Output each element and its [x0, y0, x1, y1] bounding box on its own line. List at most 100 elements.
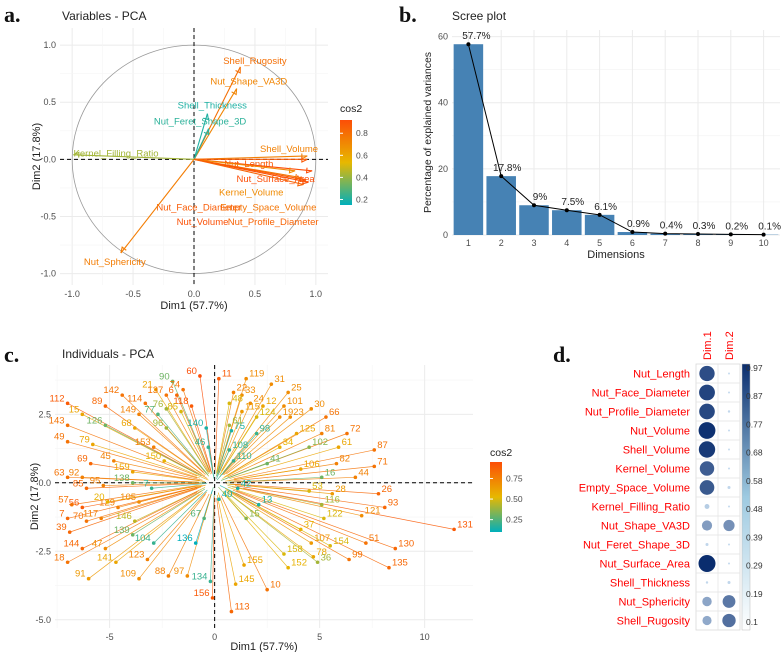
- individual-leader-line: [172, 381, 210, 471]
- corrplot-cell-circle: [701, 520, 713, 531]
- individual-point: [193, 541, 198, 545]
- scree-ytick-label: 60: [438, 32, 448, 42]
- individual-label: 137: [147, 385, 163, 396]
- individual-label: 102: [312, 437, 328, 448]
- individual-label: 96: [153, 418, 164, 429]
- individuals-ylabel: Dim2 (17.8%): [29, 463, 41, 530]
- individuals-xlabel: Dim1 (57.7%): [230, 641, 297, 652]
- individual-point: [91, 442, 95, 447]
- corrplot-cell-circle: [728, 391, 730, 394]
- individual-label: 30: [314, 399, 325, 410]
- corrplot-cell-circle: [728, 562, 730, 565]
- corrplot-cell-circle: [728, 505, 730, 508]
- variable-arrow: [193, 158, 304, 186]
- scree-xtick-label: 10: [759, 238, 769, 248]
- individual-leader-line: [230, 491, 350, 560]
- individual-leader-line: [105, 405, 202, 474]
- individual-leader-line: [229, 446, 339, 479]
- individual-point: [229, 428, 234, 433]
- corrplot-cell-circle: [699, 403, 715, 420]
- individual-point: [282, 404, 286, 408]
- individual-label: 46: [195, 437, 206, 448]
- individual-label: 106: [304, 459, 320, 470]
- individual-label: 136: [177, 533, 193, 544]
- corrplot-cell-circle: [699, 461, 715, 476]
- scree-value-label: 17.8%: [493, 163, 521, 174]
- scree-value-label: 9%: [533, 192, 548, 203]
- individual-leader-line: [216, 460, 234, 481]
- individual-point: [116, 505, 120, 510]
- corrplot-cell-circle: [722, 595, 736, 608]
- individual-point: [130, 481, 135, 485]
- individual-point: [80, 505, 85, 510]
- individual-label: 124: [260, 407, 276, 418]
- individual-point: [254, 431, 259, 436]
- individual-point: [204, 426, 209, 430]
- individual-point: [103, 404, 108, 408]
- corrplot-row-label: Nut_Length: [633, 369, 690, 381]
- individuals-xtick-label: 0: [212, 632, 217, 642]
- individual-point: [452, 527, 456, 532]
- individual-label: 72: [350, 423, 361, 434]
- individual-leader-line: [153, 446, 208, 479]
- individual-label: 135: [392, 558, 408, 569]
- individual-leader-line: [186, 493, 212, 577]
- corrplot-cell-circle: [727, 410, 731, 413]
- individuals-xtick-label: 10: [420, 632, 430, 642]
- individual-point: [206, 445, 211, 449]
- individual-label: 156: [194, 588, 210, 599]
- corrplot-cell-circle: [705, 581, 709, 584]
- individual-label: 71: [377, 456, 388, 467]
- variable-label: Shell_Volume: [260, 144, 318, 155]
- individual-point: [286, 565, 290, 570]
- individual-point: [382, 505, 387, 510]
- corrplot-scale-bar: [741, 363, 751, 631]
- individual-label: 20: [94, 492, 105, 503]
- scree-xtick-label: 2: [499, 238, 504, 248]
- corrplot-cell-circle: [727, 486, 731, 489]
- scree-bar: [453, 44, 484, 235]
- individual-leader-line: [232, 486, 362, 517]
- individual-point: [162, 459, 167, 463]
- individual-leader-line: [216, 449, 230, 479]
- scree-point: [466, 42, 471, 47]
- variables-ylabel: Dim2 (17.8%): [31, 123, 43, 190]
- individual-leader-line: [235, 485, 385, 508]
- variable-label: Kernel_Filling_Ratio: [74, 149, 159, 160]
- variables-legend-tick-label: 0.8: [356, 128, 368, 138]
- individual-point: [393, 546, 398, 551]
- individual-leader-line: [166, 408, 210, 475]
- individual-label: 42: [241, 478, 252, 489]
- individual-leader-line: [67, 424, 198, 477]
- individual-leader-line: [113, 460, 203, 481]
- individual-point: [269, 382, 274, 386]
- variable-arrowhead: [120, 246, 127, 254]
- variable-arrow: [120, 159, 195, 254]
- individual-leader-line: [216, 498, 232, 612]
- variables-ytick-label: 1.0: [43, 40, 56, 50]
- individual-label: 51: [369, 533, 380, 544]
- individual-point: [80, 412, 85, 417]
- individual-label: 53: [312, 481, 323, 492]
- individuals-ytick-label: -5.0: [35, 615, 51, 625]
- individual-leader-line: [207, 447, 215, 479]
- individual-leader-line: [132, 471, 205, 482]
- individual-label: 79: [79, 434, 90, 445]
- corrplot-row-label: Nut_Surface_Area: [600, 559, 691, 571]
- individual-point: [170, 379, 175, 384]
- individual-point: [179, 409, 183, 414]
- individual-label: 45: [100, 451, 111, 462]
- variables-xtick-label: 0.5: [249, 289, 262, 299]
- corrplot-cell-circle: [728, 448, 730, 451]
- individuals-legend-tick-label: 0.25: [506, 515, 523, 525]
- individual-label: 85: [167, 402, 178, 413]
- individual-leader-line: [92, 444, 201, 479]
- corrplot-scale-label: 0.48: [746, 504, 763, 514]
- individual-label: 99: [352, 550, 363, 561]
- individual-label: 150: [145, 451, 161, 462]
- scree-xtick-label: 9: [728, 238, 733, 248]
- individual-point: [164, 393, 169, 397]
- corrplot-row-label: Shell_Rugosity: [617, 616, 691, 628]
- scree-point: [597, 212, 602, 217]
- variable-arrowhead: [203, 113, 210, 121]
